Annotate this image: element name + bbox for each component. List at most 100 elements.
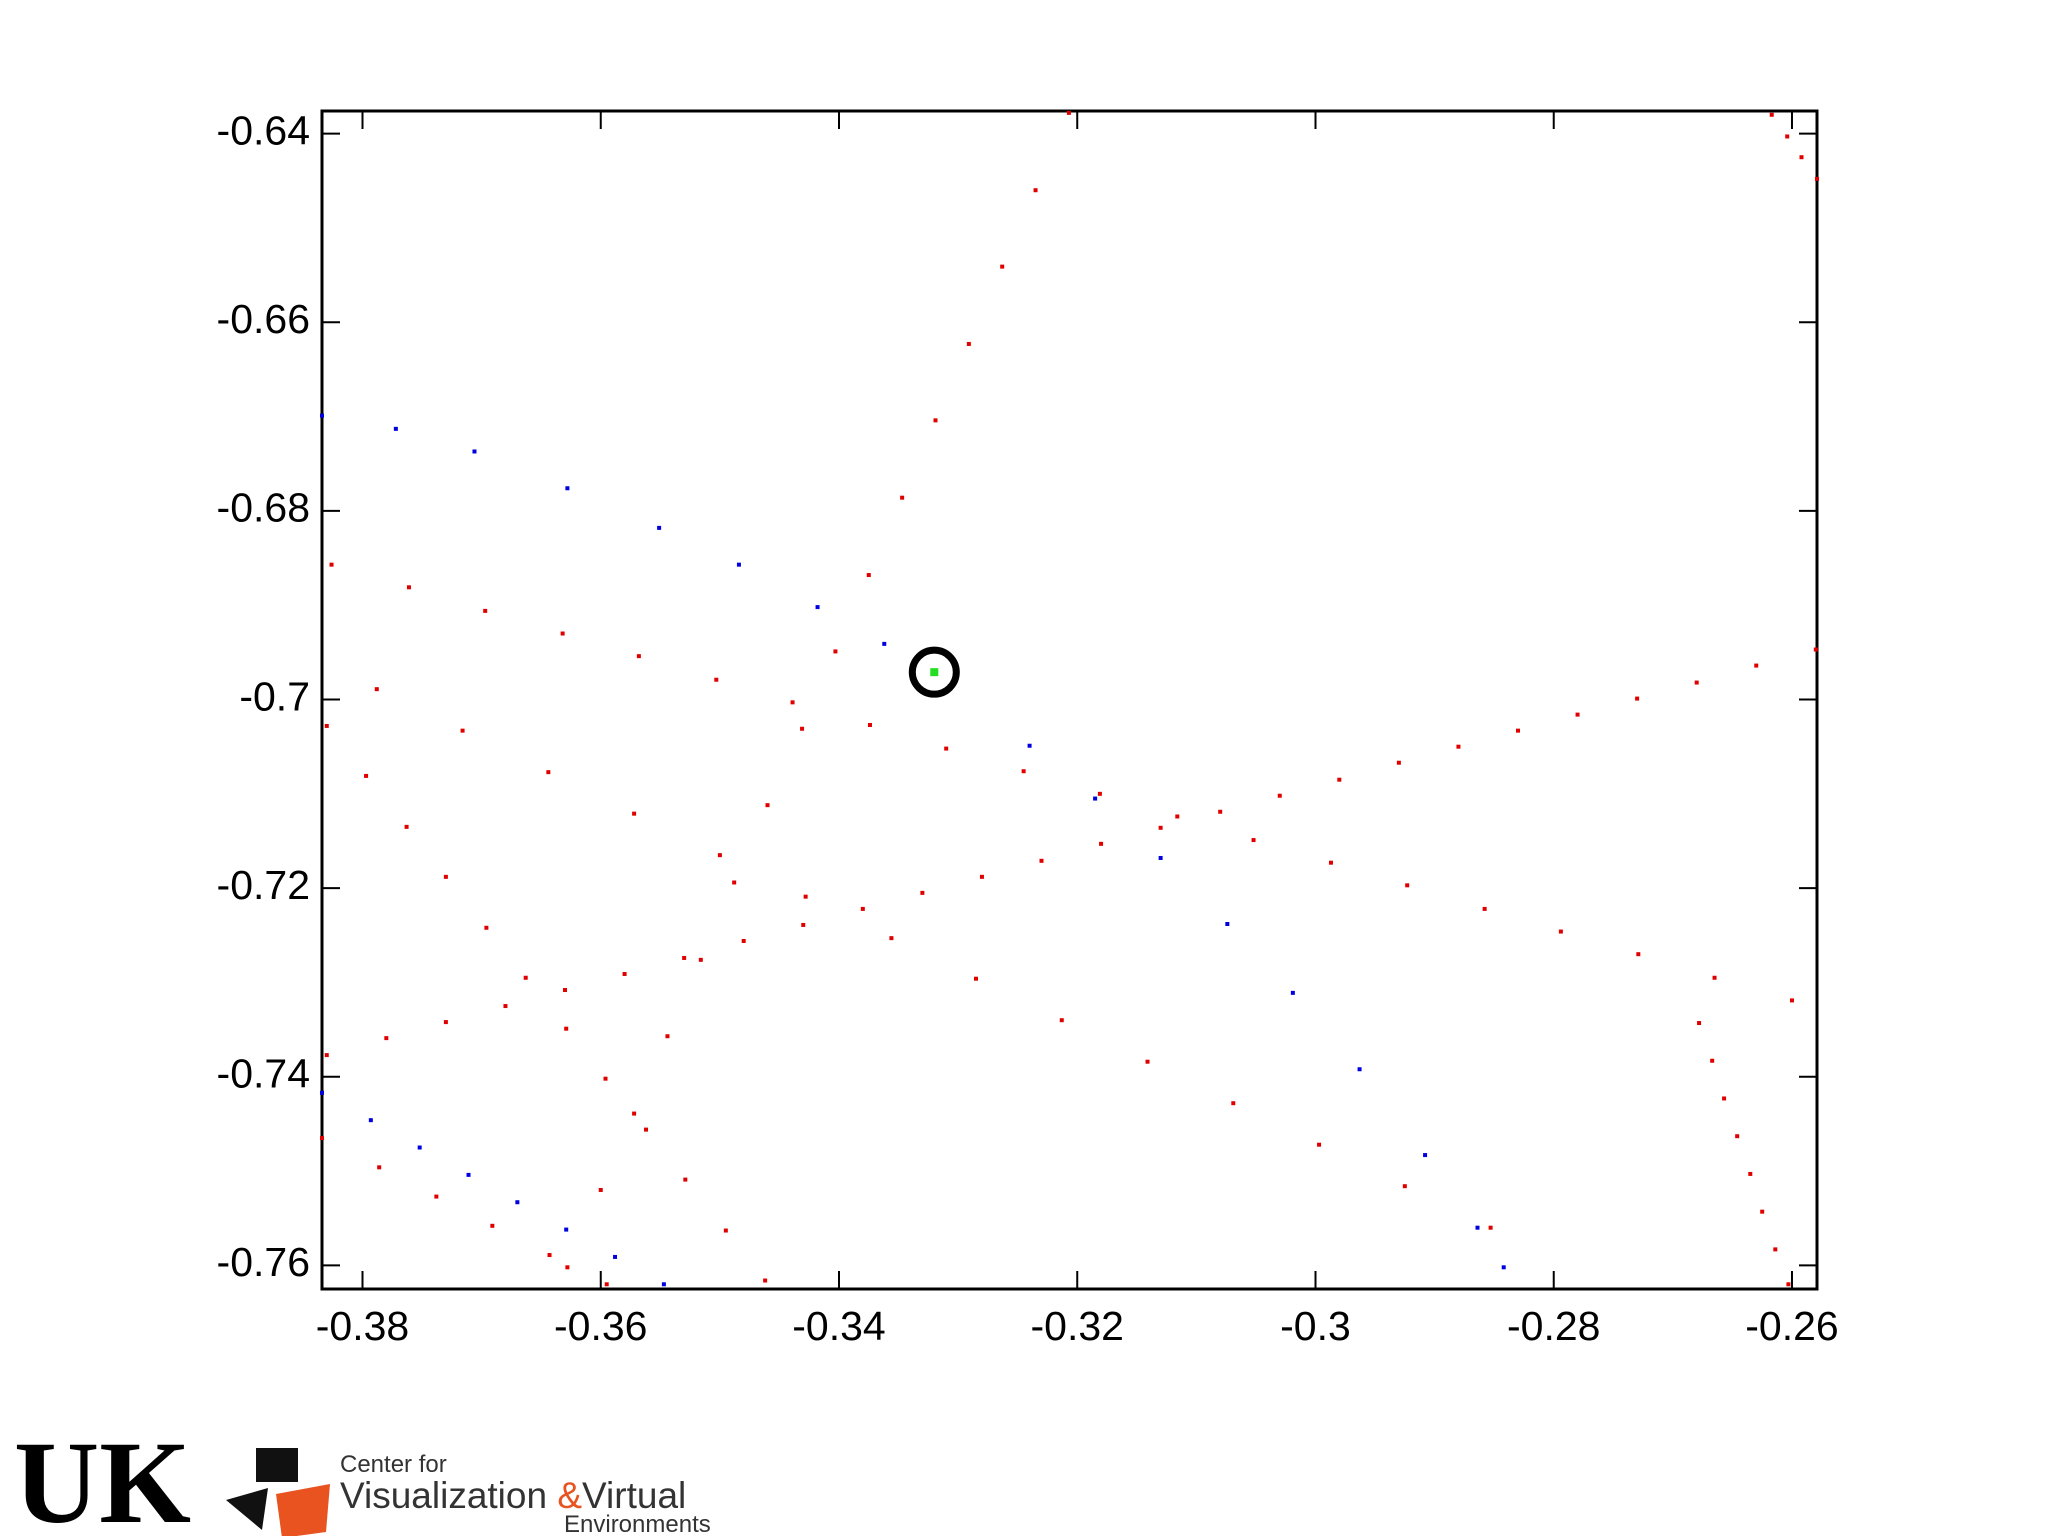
point — [1635, 696, 1640, 701]
point — [1710, 1058, 1715, 1063]
point — [329, 562, 334, 567]
highlight-ring — [908, 646, 960, 698]
point — [717, 853, 722, 858]
point — [1097, 791, 1102, 796]
point — [736, 562, 741, 567]
point — [920, 890, 925, 895]
point — [866, 573, 871, 578]
logo: UK Center for Visualization &Virtual Env… — [14, 1417, 711, 1536]
point — [661, 1282, 666, 1287]
point — [483, 608, 488, 613]
point — [1475, 1225, 1480, 1230]
point — [803, 894, 808, 899]
point — [973, 976, 978, 981]
logo-line1: Center for — [340, 1451, 447, 1478]
point — [1405, 883, 1410, 888]
point — [682, 955, 687, 960]
logo-line2: Visualization &Virtual — [340, 1475, 686, 1516]
logo-triangle — [226, 1488, 268, 1530]
y-tick-label: -0.7 — [239, 673, 310, 719]
point — [665, 1034, 670, 1039]
point — [1722, 1096, 1727, 1101]
point — [523, 975, 528, 980]
point — [406, 585, 411, 590]
x-tick-label: -0.28 — [1507, 1303, 1600, 1349]
point — [1789, 998, 1794, 1003]
logo-orange — [276, 1484, 330, 1536]
point — [765, 803, 770, 808]
point — [320, 413, 324, 418]
point — [1251, 838, 1256, 843]
point — [1027, 743, 1032, 748]
point — [1636, 952, 1641, 957]
point — [1815, 176, 1819, 181]
point — [1039, 858, 1044, 863]
point — [320, 1090, 324, 1095]
point — [698, 957, 703, 962]
point — [1697, 1021, 1702, 1026]
point — [1694, 680, 1699, 685]
point — [1158, 825, 1163, 830]
point — [1799, 155, 1804, 160]
point — [324, 1053, 329, 1058]
point — [790, 700, 795, 705]
point — [472, 449, 477, 454]
point — [1337, 777, 1342, 782]
point — [933, 418, 938, 423]
point — [1021, 769, 1026, 774]
point — [732, 880, 737, 885]
point — [636, 654, 641, 659]
point — [860, 906, 865, 911]
point — [1033, 188, 1038, 193]
point — [565, 1265, 570, 1270]
point — [565, 486, 570, 491]
point — [1066, 110, 1071, 115]
point — [1748, 1171, 1753, 1176]
point — [1328, 860, 1333, 865]
point — [741, 938, 746, 943]
point — [930, 668, 939, 677]
point — [434, 1194, 439, 1199]
x-tick-label: -0.38 — [316, 1303, 409, 1349]
point — [1575, 712, 1580, 717]
point — [833, 649, 838, 654]
point — [622, 971, 627, 976]
point — [503, 1004, 508, 1009]
point — [1402, 1184, 1407, 1189]
point — [889, 936, 894, 941]
point — [1735, 1134, 1740, 1139]
point — [644, 1127, 649, 1132]
point — [613, 1254, 618, 1259]
point — [1357, 1067, 1362, 1072]
point — [546, 770, 551, 775]
point — [324, 723, 329, 728]
point — [1059, 1018, 1064, 1023]
point — [632, 1111, 637, 1116]
logo-square — [256, 1448, 298, 1482]
point — [714, 677, 719, 682]
point — [882, 641, 887, 646]
point — [657, 525, 662, 530]
y-tick-label: -0.72 — [217, 862, 310, 908]
point — [1158, 855, 1163, 860]
y-tick-label: -0.74 — [217, 1051, 310, 1097]
point — [1423, 1153, 1428, 1158]
point — [563, 988, 568, 993]
point — [763, 1278, 768, 1283]
point — [460, 728, 465, 733]
point — [1501, 1265, 1506, 1270]
plot-area — [320, 109, 1819, 1291]
logo-line3: Environments — [564, 1511, 711, 1536]
point — [393, 426, 398, 431]
point — [320, 1136, 324, 1141]
point — [1099, 841, 1104, 846]
point — [547, 1253, 552, 1258]
point — [1773, 1247, 1778, 1252]
point — [1488, 1225, 1493, 1230]
point — [1558, 929, 1563, 934]
point — [1218, 809, 1223, 814]
point — [443, 874, 448, 879]
x-tick-label: -0.36 — [554, 1303, 647, 1349]
point — [1712, 975, 1717, 980]
